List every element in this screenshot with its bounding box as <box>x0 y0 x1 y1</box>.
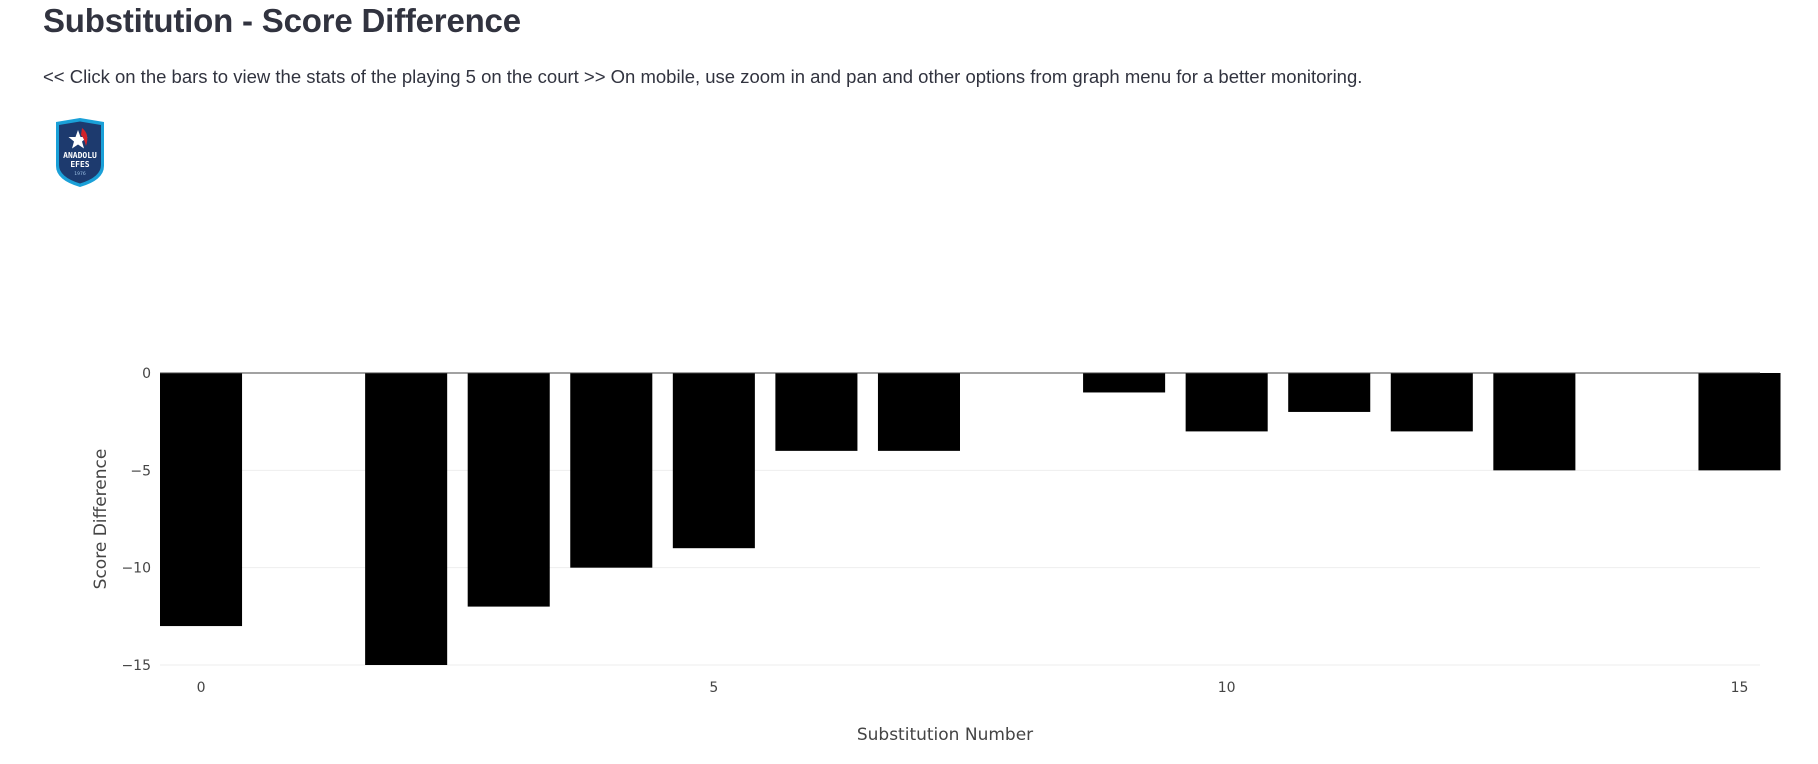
bar-11[interactable] <box>1288 373 1371 412</box>
bar-13[interactable] <box>1493 373 1576 471</box>
logo-text-1: ANADOLU <box>63 151 97 160</box>
bar-0[interactable] <box>160 373 243 627</box>
x-tick-label-1: 5 <box>709 680 718 696</box>
y-tick-label-0: 0 <box>142 366 151 382</box>
bar-4[interactable] <box>570 373 653 568</box>
x-axis-title: Substitution Number <box>857 725 1033 745</box>
x-tick-label-0: 0 <box>197 680 206 696</box>
y-tick-label-1: −5 <box>130 463 151 479</box>
bar-2[interactable] <box>365 373 448 665</box>
bar-6[interactable] <box>775 373 858 451</box>
bar-3[interactable] <box>467 373 550 607</box>
y-axis-title: Score Difference <box>91 449 111 590</box>
x-tick-labels: 0 5 10 15 <box>197 680 1749 696</box>
bar-12[interactable] <box>1390 373 1473 432</box>
y-tick-label-3: −15 <box>121 658 151 674</box>
bar-9[interactable] <box>1083 373 1166 393</box>
x-tick-label-2: 10 <box>1218 680 1236 696</box>
bar-10[interactable] <box>1185 373 1268 432</box>
bars <box>160 373 1781 665</box>
logo-text-2: EFES <box>70 160 89 169</box>
y-tick-labels: 0 −5 −10 −15 <box>121 366 151 674</box>
page-instructions: << Click on the bars to view the stats o… <box>43 66 1363 87</box>
bar-7[interactable] <box>877 373 960 451</box>
y-tick-label-2: −10 <box>121 561 151 577</box>
bar-5[interactable] <box>672 373 755 549</box>
logo-flame-icon <box>81 128 88 146</box>
logo-text-3: 1976 <box>74 171 86 177</box>
team-logo: ANADOLU EFES 1976 <box>56 118 104 187</box>
logo-star-icon <box>68 130 88 149</box>
bar-15[interactable] <box>1698 373 1781 471</box>
page-title: Substitution - Score Difference <box>43 2 521 39</box>
x-tick-label-3: 15 <box>1731 680 1749 696</box>
